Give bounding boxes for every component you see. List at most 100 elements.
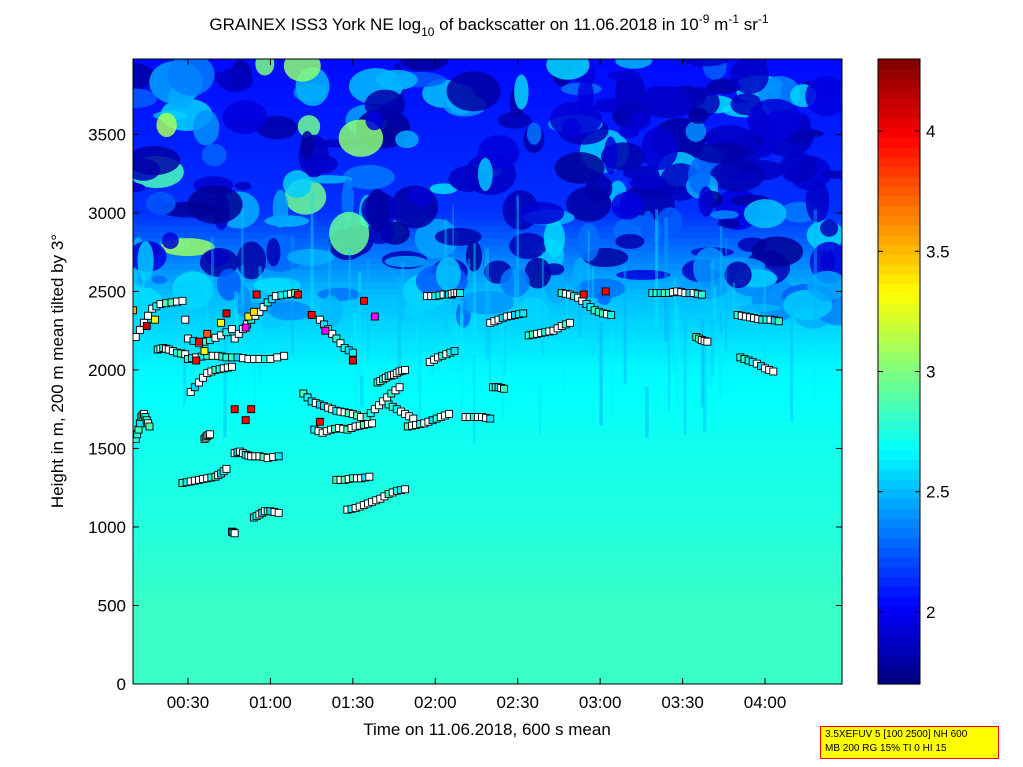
cloud-marker-high — [293, 290, 302, 299]
backscatter-patch — [375, 69, 418, 91]
cloud-marker-high — [241, 323, 250, 332]
colorbar-segment — [878, 469, 920, 480]
field-band — [133, 244, 842, 252]
backscatter-patch — [509, 232, 547, 260]
backscatter-streak — [599, 322, 603, 426]
backscatter-patch — [365, 188, 390, 232]
cloud-marker — [315, 315, 324, 324]
cloud-marker-high — [307, 311, 316, 319]
field-band — [133, 426, 842, 434]
backscatter-patch — [702, 59, 727, 80]
backscatter-streak — [664, 217, 668, 342]
chart-title: GRAINEX ISS3 York NE log10 of backscatte… — [209, 12, 768, 39]
backscatter-patch — [146, 191, 176, 216]
backscatter-patch — [282, 170, 312, 198]
colorbar-segment — [878, 264, 920, 275]
backscatter-patch — [161, 232, 179, 250]
colorbar-segment — [878, 527, 920, 539]
field-band — [133, 652, 842, 660]
colorbar-segment — [878, 68, 920, 80]
backscatter-patch — [459, 290, 515, 315]
colorbar-segment — [878, 283, 920, 294]
cloud-marker-high — [133, 306, 137, 315]
colorbar-segment — [878, 137, 920, 148]
cloud-marker-high — [200, 347, 209, 356]
field-band — [133, 313, 842, 321]
colorbar-segment — [878, 371, 920, 382]
backscatter-patch — [206, 249, 230, 266]
field-band — [133, 131, 842, 139]
backscatter-patch — [266, 238, 281, 267]
backscatter-streak — [328, 241, 331, 329]
field-band — [133, 357, 842, 365]
backscatter-patch — [577, 278, 626, 299]
field-band — [133, 106, 842, 113]
backscatter-streak — [397, 277, 402, 396]
cloud-marker — [703, 337, 712, 346]
backscatter-streak — [700, 319, 705, 408]
cloud-marker — [274, 508, 283, 517]
field-band — [133, 489, 842, 497]
field-band — [133, 219, 842, 227]
backscatter-patch — [685, 120, 707, 142]
field-band — [133, 464, 842, 472]
backscatter-patch — [283, 59, 321, 82]
backscatter-streak — [401, 262, 405, 320]
cloud-marker — [145, 422, 154, 431]
colorbar-segment — [878, 508, 920, 519]
colorbar-segment — [878, 381, 920, 392]
backscatter-patch — [546, 59, 590, 80]
colorbar-ticks: 2 2.5 3 3.5 4 — [878, 122, 950, 622]
field-band — [133, 439, 842, 446]
colorbar-segment — [878, 410, 920, 421]
colorbar-segment — [878, 351, 920, 363]
colorbar-segment — [878, 312, 920, 324]
cloud-marker — [135, 325, 144, 334]
colorbar — [878, 59, 920, 685]
backscatter-patch — [137, 240, 154, 281]
backscatter-patch — [657, 207, 683, 235]
backscatter-streak — [708, 352, 713, 388]
backscatter-streak — [790, 311, 793, 422]
backscatter-patch — [342, 164, 395, 190]
colorbar-segment — [878, 156, 920, 168]
field-band — [133, 68, 842, 76]
backscatter-patch — [255, 59, 275, 76]
backscatter-patch — [821, 170, 842, 179]
field-band — [133, 420, 842, 428]
cloud-marker-high — [601, 287, 610, 296]
backscatter-streak — [763, 270, 766, 379]
field-band — [133, 589, 842, 597]
x-tick-label: 02:30 — [496, 693, 539, 712]
cloud-marker — [195, 378, 203, 387]
colorbar-segment — [878, 332, 920, 343]
backscatter-streak — [513, 268, 517, 349]
backscatter-streak — [416, 320, 419, 393]
backscatter-streak — [133, 270, 138, 363]
field-band — [133, 62, 842, 70]
backscatter-streak — [702, 340, 707, 433]
y-axis: 0 500 1000 1500 2000 2500 3000 3500 — [88, 125, 842, 694]
backscatter-patch — [303, 154, 338, 174]
cloud-marker — [274, 452, 283, 461]
backscatter-streak — [141, 273, 145, 361]
x-tick-label: 03:30 — [661, 693, 704, 712]
x-tick-label: 02:00 — [414, 693, 457, 712]
backscatter-streak — [360, 375, 364, 408]
backscatter-patch — [698, 186, 714, 217]
backscatter-streak — [134, 292, 137, 372]
backscatter-patch — [805, 75, 842, 117]
field-band — [133, 238, 842, 245]
backscatter-patch — [751, 236, 804, 267]
colorbar-tick-label: 2 — [926, 603, 935, 622]
backscatter-patch — [167, 59, 215, 96]
colorbar-segment — [878, 98, 920, 109]
x-axis-label: Time on 11.06.2018, 600 s mean — [363, 720, 611, 739]
backscatter-patch — [694, 142, 748, 164]
colorbar-segment — [878, 586, 920, 597]
colorbar-segment — [878, 225, 920, 236]
backscatter-patch — [682, 59, 730, 67]
backscatter-patch — [526, 122, 542, 145]
colorbar-segment — [878, 498, 920, 509]
colorbar-segment — [878, 322, 920, 334]
